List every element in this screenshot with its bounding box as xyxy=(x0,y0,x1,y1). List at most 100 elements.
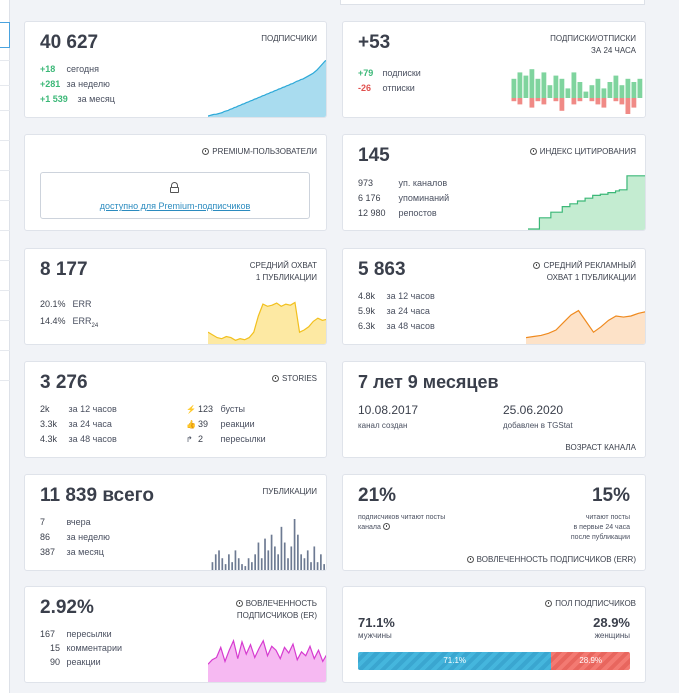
subscribers-card[interactable]: 40 627 ПОДПИСЧИКИ +18 сегодня +281 за не… xyxy=(24,21,327,118)
posts-week-value: 86 xyxy=(40,532,51,542)
subscribers-area xyxy=(208,60,326,117)
stories-48h-label: за 48 часов xyxy=(68,434,117,444)
sidebar-selected-item[interactable] xyxy=(0,22,10,48)
added-label: добавлен в TGStat xyxy=(503,421,573,430)
posts-bar xyxy=(254,554,256,570)
posts-bar xyxy=(231,562,233,570)
stat-24h-label: за 24 часа xyxy=(386,306,430,316)
posts-bar xyxy=(211,562,214,570)
unsubs-bar xyxy=(517,98,523,105)
citation-stats: 973 уп. каналов 6 176 упоминаний 12 980 … xyxy=(358,176,449,221)
posts-bar xyxy=(267,550,270,570)
stat-channels-label: уп. каналов xyxy=(398,178,448,188)
info-icon xyxy=(533,262,541,269)
stories-title: STORIES xyxy=(272,373,317,385)
posts-bar xyxy=(323,564,325,570)
posts-bar xyxy=(310,562,312,570)
top-edge-panel xyxy=(340,0,645,5)
subs-bar xyxy=(565,88,571,98)
stories-12h-label: за 12 часов xyxy=(68,404,117,414)
subs-unsubs-card[interactable]: +53 ПОДПИСКИ/ОТПИСКИ ЗА 24 ЧАСА +79 подп… xyxy=(342,21,646,118)
stories-title-text: STORIES xyxy=(282,374,317,383)
premium-users-card[interactable]: PREMIUM-ПОЛЬЗОВАТЕЛИ доступно для Premiu… xyxy=(24,134,327,231)
stories-forwards-value: 2 xyxy=(198,434,204,444)
publications-card[interactable]: 11 839 всего ПУБЛИКАЦИИ 7 вчера 86 за не… xyxy=(24,474,327,571)
reach-line xyxy=(208,301,326,341)
gender-split-bar: 71.1% 28.9% xyxy=(358,652,630,670)
gender-card[interactable]: ПОЛ ПОДПИСЧИКОВ 71.1% мужчины 28.9% женщ… xyxy=(342,586,646,683)
avg-reach-area-chart xyxy=(208,301,326,344)
female-bar-segment: 28.9% xyxy=(551,652,630,670)
posts-bar xyxy=(280,526,283,570)
posts-bar xyxy=(283,542,286,570)
posts-bar xyxy=(214,554,217,570)
stories-card[interactable]: 3 276 STORIES 2k за 12 часов 3.3k за 24 … xyxy=(24,361,327,458)
premium-locked-box[interactable]: доступно для Premium-подписчиков xyxy=(40,172,310,219)
posts-bar xyxy=(320,554,322,570)
subscribers-area-chart xyxy=(208,59,326,117)
ad-reach-card[interactable]: 5 863 СРЕДНИЙ РЕКЛАМНЫЙ ОХВАТ 1 ПУБЛИКАЦ… xyxy=(342,248,646,345)
female-label: женщины xyxy=(594,631,630,640)
boost-icon: ⚡ xyxy=(186,405,196,414)
stories-period-stats: 2k за 12 часов 3.3k за 24 часа 4.3k за 4… xyxy=(40,402,117,447)
male-label: мужчины xyxy=(358,631,392,640)
subs-bar xyxy=(613,75,619,98)
stories-24h-value: 3.3k xyxy=(40,419,58,429)
avg-reach-stats: 20.1% ERR 14.4% ERR24 xyxy=(40,296,98,335)
publications-stats: 7 вчера 86 за неделю 387 за месяц xyxy=(40,515,110,560)
stat-unsubs-label: отписки xyxy=(382,83,415,93)
unsubs-bar xyxy=(529,98,535,108)
posts-bar xyxy=(287,558,289,570)
premium-title: PREMIUM-ПОЛЬЗОВАТЕЛИ xyxy=(202,146,317,158)
created-label: канал создан xyxy=(358,421,408,430)
avg-reach-card[interactable]: 8 177 СРЕДНИЙ ОХВАТ 1 ПУБЛИКАЦИИ 20.1% E… xyxy=(24,248,327,345)
posts-bar xyxy=(277,554,279,570)
stories-value: 3 276 xyxy=(40,372,88,393)
subs-bar xyxy=(541,72,547,98)
engagement-er-card[interactable]: 2.92% ВОВЛЕЧЕННОСТЬ ПОДПИСЧИКОВ (ER) 167… xyxy=(24,586,327,683)
ad-reach-title-line2: ОХВАТ 1 ПУБЛИКАЦИИ xyxy=(546,273,636,282)
subscribers-line xyxy=(208,59,326,117)
stories-boosts-label: бусты xyxy=(220,404,245,414)
subs-bar xyxy=(577,82,583,98)
unsubs-bar xyxy=(595,98,601,105)
er-area xyxy=(208,640,326,682)
unsubs-bar xyxy=(619,98,625,105)
unsubs-bar xyxy=(511,98,517,102)
engagement-err-card[interactable]: 21% подписчиков читают посты канала 15% … xyxy=(342,474,646,571)
posts-bar xyxy=(234,550,237,570)
subs-bar xyxy=(589,85,595,98)
unsubs-bar xyxy=(571,98,577,105)
subs-bar xyxy=(517,72,523,98)
posts-bar xyxy=(257,542,260,570)
stat-month-value: +1 539 xyxy=(40,94,68,104)
info-icon xyxy=(382,523,390,530)
er-comments-label: комментарии xyxy=(66,643,122,653)
gender-title-text: ПОЛ ПОДПИСЧИКОВ xyxy=(555,599,636,608)
posts-bar xyxy=(224,564,227,570)
stat-err-value: 20.1% xyxy=(40,299,66,309)
er-forwards-value: 167 xyxy=(40,629,56,639)
citation-line xyxy=(528,175,645,230)
created-date: 10.08.2017 xyxy=(358,403,419,417)
stories-24h-label: за 24 часа xyxy=(68,419,112,429)
subs-unsubs-title: ПОДПИСКИ/ОТПИСКИ ЗА 24 ЧАСА xyxy=(550,33,636,57)
stat-subs-value: +79 xyxy=(358,68,374,78)
stat-48h-value: 6.3k xyxy=(358,321,376,331)
posts-month-label: за месяц xyxy=(66,547,104,557)
stat-err24-sub: 24 xyxy=(91,322,99,329)
stat-reposts-label: репостов xyxy=(398,208,437,218)
citation-index-card[interactable]: 145 ИНДЕКС ЦИТИРОВАНИЯ 973 уп. каналов 6… xyxy=(342,134,646,231)
subs-bar xyxy=(601,88,607,98)
subs-bar xyxy=(547,85,553,98)
posts-bar xyxy=(270,534,273,570)
male-value: 71.1% xyxy=(358,615,395,630)
premium-link[interactable]: доступно для Premium-подписчиков xyxy=(99,201,251,211)
stories-48h-value: 4.3k xyxy=(40,434,58,444)
channel-age-value: 7 лет 9 месяцев xyxy=(358,372,499,392)
ad-reach-stats: 4.8k за 12 часов 5.9k за 24 часа 6.3k за… xyxy=(358,289,435,334)
avg-reach-title-line1: СРЕДНИЙ ОХВАТ xyxy=(249,261,317,270)
er-stats: 167 пересылки 15 комментарии 90 реакции xyxy=(40,627,122,669)
stories-activity-stats: ⚡ 123 бусты 👍 39 реакции ↱ 2 пересылки xyxy=(186,402,266,447)
channel-age-card[interactable]: 7 лет 9 месяцев 10.08.2017 канал создан … xyxy=(342,361,646,458)
